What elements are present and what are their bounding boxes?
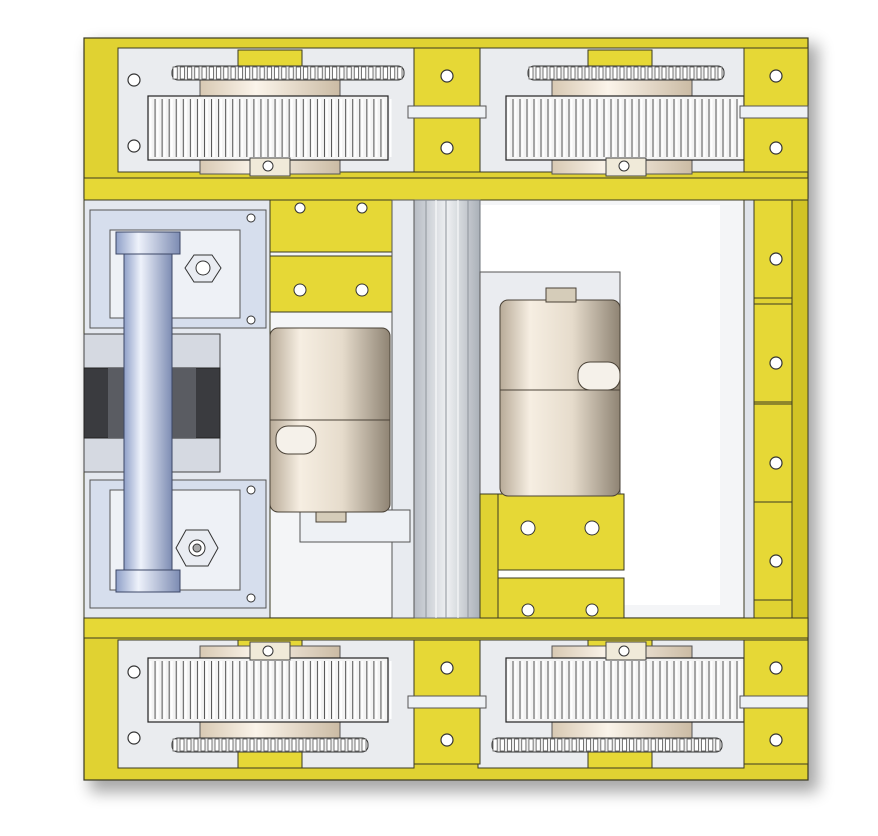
right-rail-segment-3 [753, 403, 793, 503]
motor-bracket-2-left [269, 255, 393, 313]
bottom-right-hole-2 [769, 733, 783, 747]
top-right-clamp-screw [618, 160, 630, 172]
bottom-left-hole-1 [127, 665, 141, 679]
extrusion-rail [413, 199, 481, 619]
top-center-hole-2 [440, 141, 454, 155]
left-shaft-assembly [83, 199, 271, 619]
center-rails [413, 199, 481, 619]
top-right-sprocket [527, 65, 725, 81]
bottom-right-clamp-screw [618, 645, 630, 657]
right-rail-segment-2 [753, 303, 793, 403]
right-motor-body [499, 299, 621, 497]
top-center-spacer [407, 105, 487, 119]
motor-bracket-right-2 [497, 577, 625, 619]
top-right-hole-2 [769, 141, 783, 155]
right-rail-segment-4 [753, 501, 793, 601]
top-left-spur-gear [147, 95, 392, 161]
bottom-right-spur-gear [505, 657, 748, 723]
right-motor-terminal [577, 361, 621, 391]
top-crossbar [83, 177, 809, 201]
bottom-left-sprocket [171, 737, 369, 753]
bottom-crossbar [83, 617, 809, 639]
bottom-right-spacer [739, 695, 809, 709]
top-right-spacer [739, 105, 809, 119]
right-rail-hole-4 [769, 554, 783, 568]
top-right-hole-1 [769, 69, 783, 83]
shaft-collar-top [115, 231, 181, 255]
top-left-sprocket [171, 65, 405, 81]
motor-bracket-top-left [269, 199, 393, 253]
right-rail-hole-3 [769, 456, 783, 470]
bottom-left-hole-2 [127, 731, 141, 745]
right-rail-segment-1 [753, 199, 793, 299]
bottom-center-spacer [407, 695, 487, 709]
motor-bracket-right-1 [497, 493, 625, 571]
top-left-hole-2 [127, 139, 141, 153]
left-motor-terminal [275, 425, 317, 455]
bottom-center-hole-1 [440, 661, 454, 675]
bottom-left-spur-gear [147, 657, 392, 723]
top-left-hole-1 [127, 73, 141, 87]
drive-shaft [123, 233, 173, 589]
right-gear-motor [499, 287, 621, 497]
top-left-clamp-screw [262, 160, 274, 172]
top-center-hole-1 [440, 69, 454, 83]
bolt-hole-layer [127, 47, 809, 765]
left-gear-motor [269, 327, 391, 523]
top-right-spur-gear [505, 95, 748, 161]
bottom-right-sprocket [491, 737, 723, 753]
right-rail-hole-1 [769, 252, 783, 266]
gear-layer [147, 49, 748, 769]
shaft-collar-bottom [115, 569, 181, 593]
bottom-right-hole-1 [769, 661, 783, 675]
bottom-center-hole-2 [440, 733, 454, 747]
bottom-left-clamp-screw [262, 645, 274, 657]
left-motor-mount [269, 199, 415, 619]
right-rail-hole-2 [769, 356, 783, 370]
